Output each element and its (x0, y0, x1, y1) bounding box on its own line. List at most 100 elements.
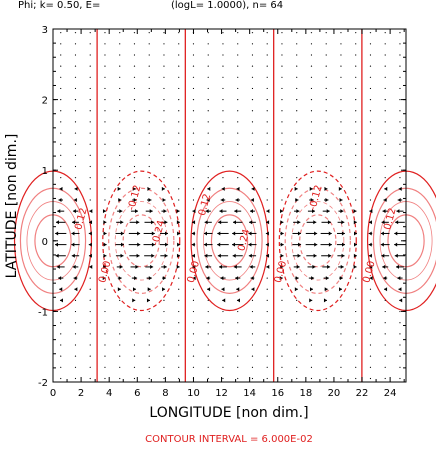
grid-dot (310, 310, 313, 313)
arrow-head (313, 253, 317, 258)
grid-dot (119, 143, 121, 145)
grid-dot (60, 143, 62, 145)
arrow-head (162, 197, 166, 202)
grid-dot (222, 110, 224, 112)
grid-dot (296, 43, 298, 45)
grid-dot (340, 76, 342, 78)
x-ticks: 0 2 4 6 8 10 12 14 16 18 20 22 24 (50, 29, 405, 399)
grid-dot (178, 154, 180, 156)
arrow-head (151, 231, 155, 236)
arrow-head (134, 276, 138, 281)
arrow-head (218, 220, 222, 225)
grid-dot (296, 110, 298, 112)
grid-dot (192, 143, 195, 145)
positive-contour (210, 214, 249, 268)
grid-dot (89, 288, 91, 290)
positive-contour (203, 201, 256, 281)
grid-dot (89, 333, 91, 335)
grid-dot (148, 110, 150, 112)
grid-dot (104, 54, 106, 56)
grid-dot (222, 76, 224, 78)
arrow-head (118, 197, 122, 202)
grid-dot (60, 355, 62, 357)
grid-dot (133, 121, 136, 123)
arrow-head (219, 264, 223, 269)
grid-dot (60, 310, 62, 313)
grid-dot (296, 87, 298, 90)
grid-dot (89, 143, 91, 145)
grid-dot (163, 110, 165, 112)
grid-dot (340, 32, 342, 34)
grid-dot (192, 344, 195, 346)
grid-dot (133, 43, 136, 45)
grid-dot (237, 121, 239, 123)
arrow-head (395, 264, 399, 269)
grid-dot (281, 344, 283, 346)
grid-dot (384, 132, 386, 134)
grid-dot (355, 355, 357, 357)
grid-dot (281, 310, 283, 313)
grid-dot (207, 99, 209, 101)
grid-dot (192, 121, 195, 123)
arrow-head (55, 231, 59, 236)
arrow-head (341, 220, 345, 225)
grid-dot (104, 154, 106, 156)
grid-dot (340, 99, 342, 101)
grid-dot (192, 99, 195, 101)
grid-dot (119, 32, 121, 34)
grid-dot (325, 54, 327, 56)
grid-dot (266, 277, 268, 279)
grid-dot (399, 143, 401, 145)
grid-dot (178, 177, 180, 179)
grid-dot (340, 366, 342, 368)
grid-dot (310, 355, 313, 357)
arrow-head (56, 264, 60, 269)
grid-dot (148, 99, 150, 101)
grid-dot (119, 121, 121, 123)
header-left: Phi; k= 0.50, E= (18, 0, 101, 11)
grid-dot (399, 76, 401, 78)
grid-dot (310, 87, 313, 90)
grid-dot (74, 54, 77, 56)
grid-dot (119, 87, 121, 90)
grid-dot (178, 377, 180, 380)
arrow-head (191, 242, 195, 247)
grid-dot (325, 76, 327, 78)
arrow-head (234, 209, 238, 214)
arrow-head (324, 287, 328, 292)
grid-dot (60, 43, 62, 45)
arrow-head (88, 231, 92, 236)
grid-dot (178, 132, 180, 134)
arrow-head (220, 197, 224, 202)
grid-dot (325, 366, 327, 368)
arrow-head (88, 242, 92, 247)
grid-dot (266, 165, 268, 168)
arrow-head (221, 186, 225, 191)
arrow-head (369, 276, 373, 281)
grid-dot (207, 54, 209, 56)
grid-dot (178, 54, 180, 56)
grid-dot (163, 333, 165, 335)
grid-dot (310, 54, 313, 56)
arrow-head (217, 231, 221, 236)
grid-dot (192, 154, 195, 156)
grid-dot (133, 366, 136, 368)
grid-dot (222, 355, 224, 357)
grid-dot (207, 143, 209, 145)
grid-dot (207, 322, 209, 324)
grid-dot (60, 121, 62, 123)
grid-dot (296, 299, 298, 301)
arrow-head (205, 264, 209, 269)
grid-dot (89, 188, 91, 190)
grid-dot (281, 165, 283, 168)
grid-dot (163, 344, 165, 346)
grid-dot (355, 344, 357, 346)
positive-contour (196, 187, 263, 294)
grid-dot (133, 87, 136, 90)
arrow-head (328, 231, 332, 236)
grid-dot (178, 288, 180, 290)
arrow-head (164, 220, 168, 225)
grid-dot (207, 333, 209, 335)
grid-dot (384, 366, 386, 368)
grid-dot (266, 333, 268, 335)
